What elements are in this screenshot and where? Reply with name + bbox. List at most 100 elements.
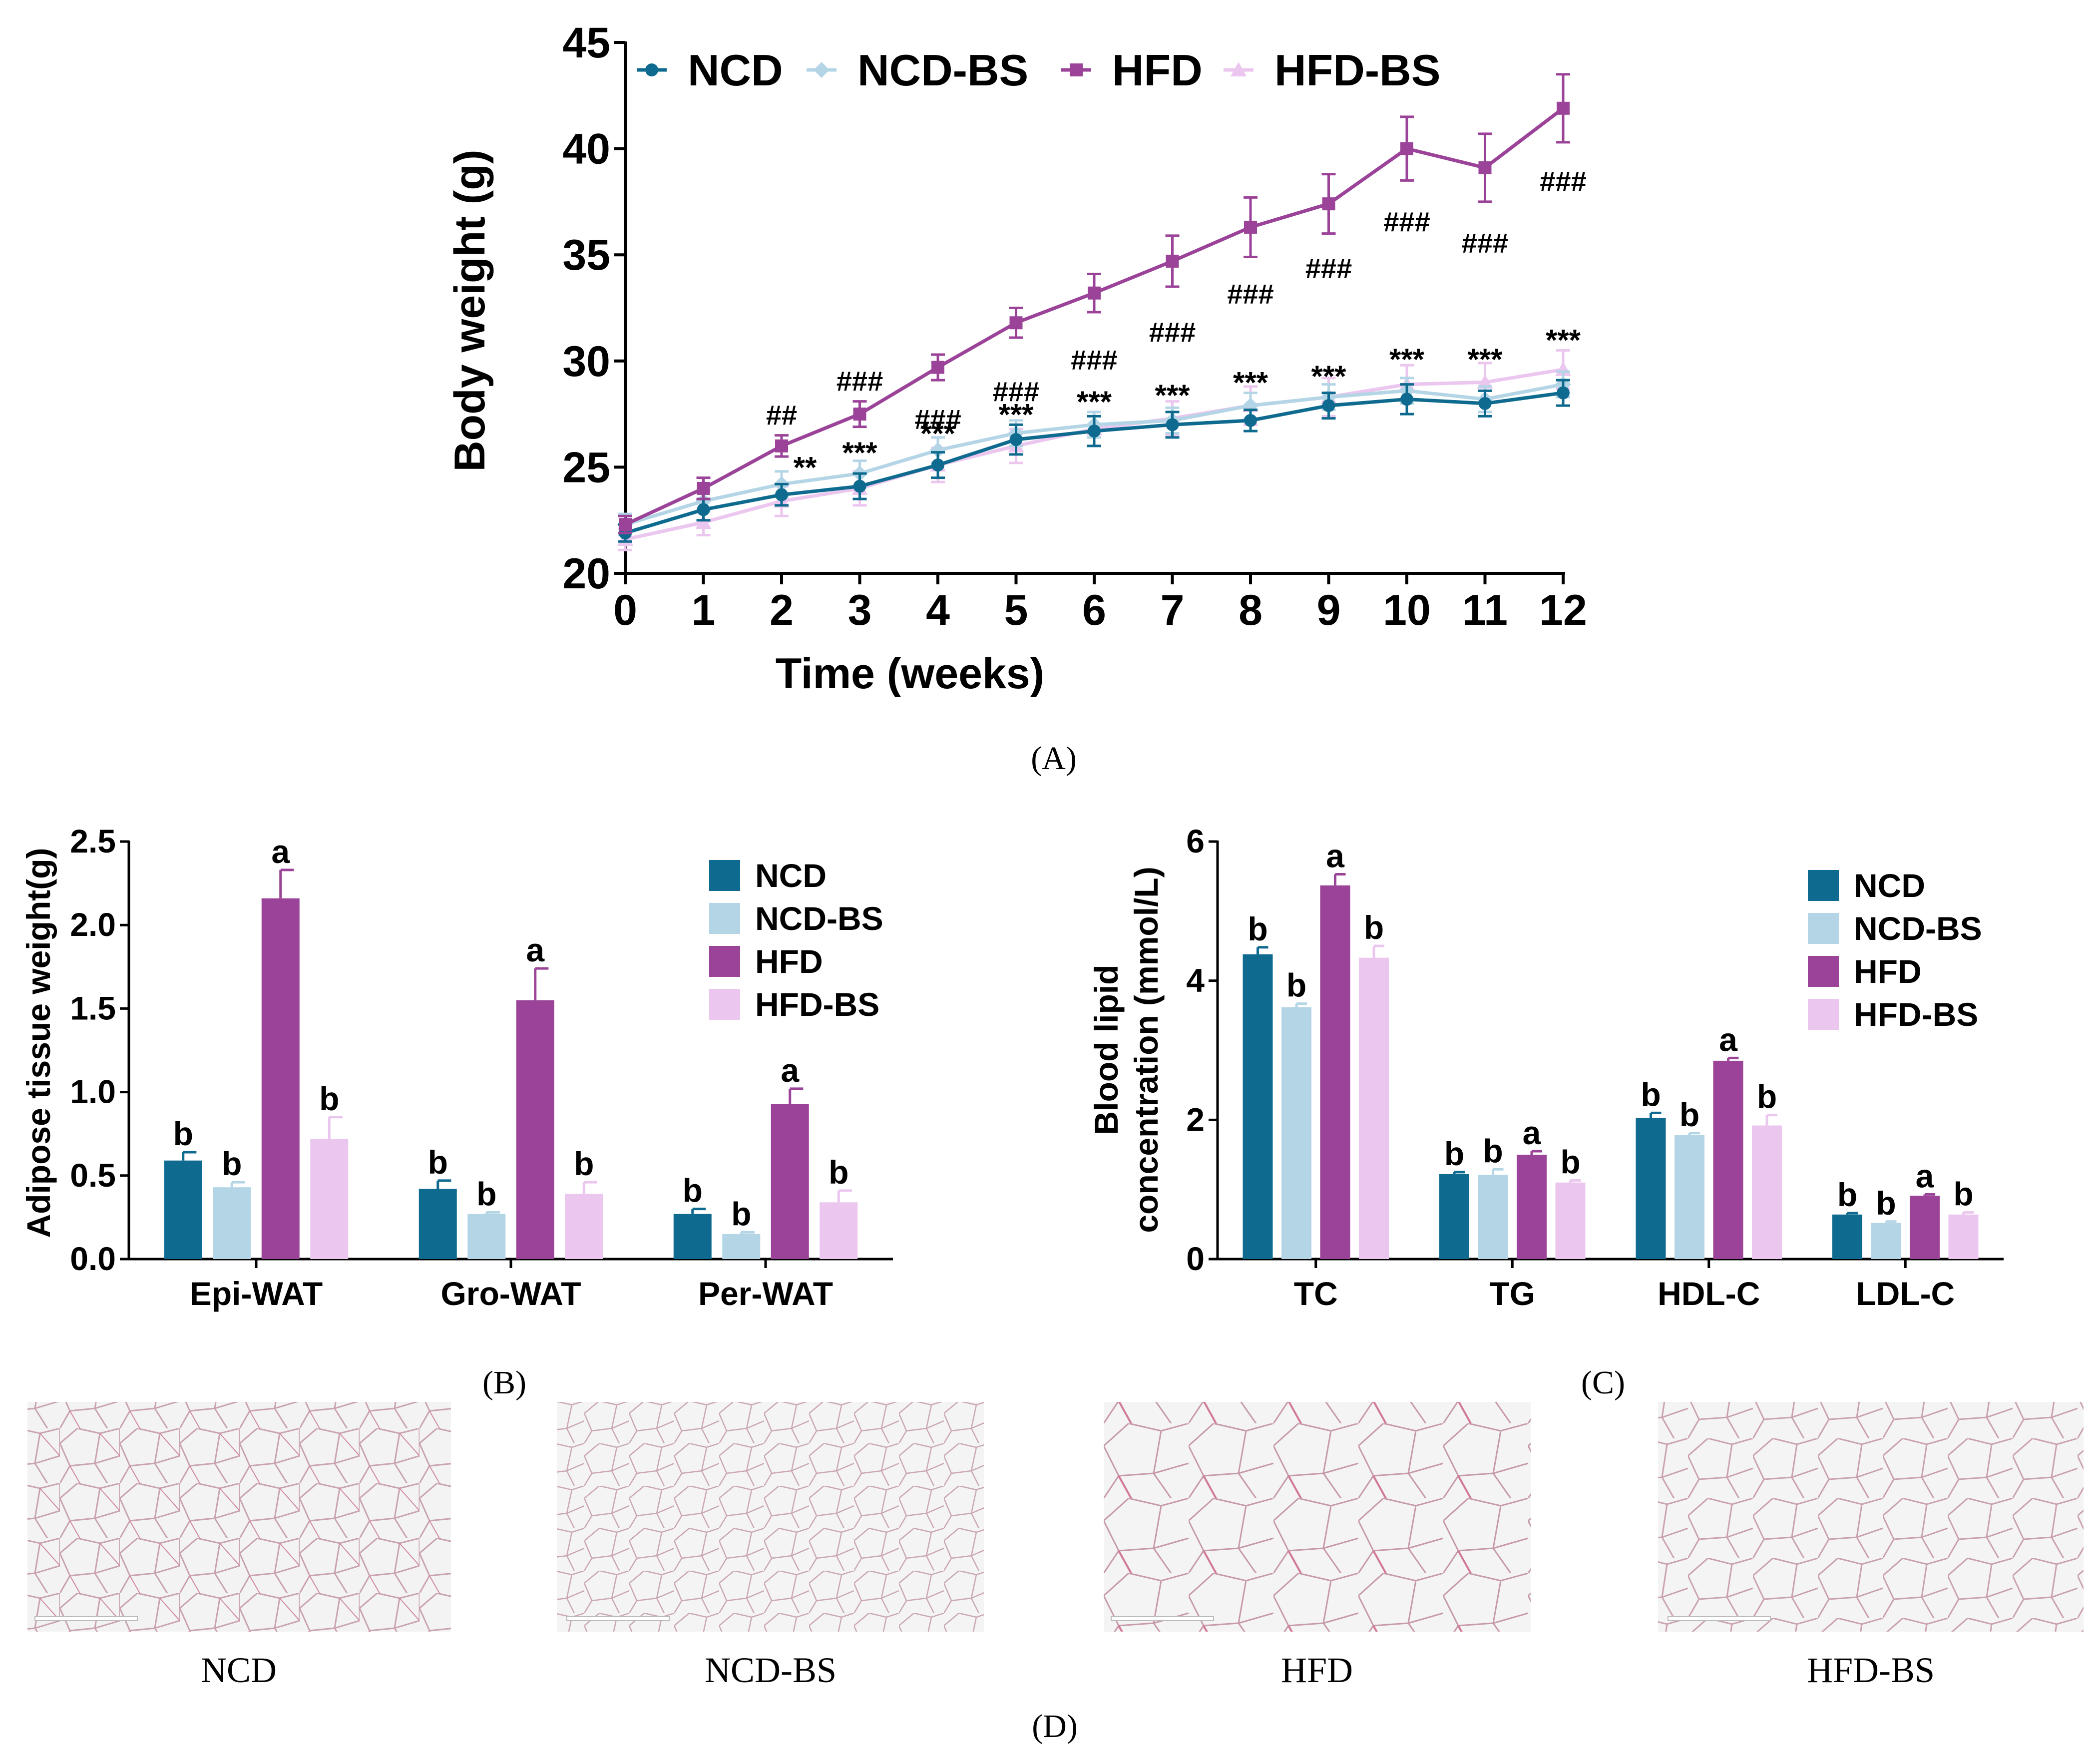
panel-c-caption: (C) — [1581, 1364, 1625, 1401]
legend-swatch-hfd_bs — [1808, 999, 1839, 1030]
significance-letter: b — [1953, 1176, 1973, 1213]
bar-hfd — [516, 1000, 554, 1259]
significance-letter: a — [1719, 1021, 1738, 1058]
panel-a-x-tick-label: 10 — [1383, 586, 1431, 634]
significance-letter: a — [271, 833, 290, 870]
data-point-ncd — [775, 488, 788, 501]
x-tick-label: LDL-C — [1856, 1275, 1955, 1312]
data-point-hfd — [1557, 101, 1570, 115]
hash-annotation: ### — [993, 376, 1039, 408]
significance-letter: b — [173, 1115, 193, 1152]
panel-a-y-tick-label: 45 — [562, 19, 610, 67]
significance-letter: b — [829, 1154, 848, 1191]
bar-hfd_bs — [1359, 957, 1389, 1259]
data-point-hfd — [619, 518, 632, 531]
data-point-hfd — [775, 439, 788, 452]
histology-label-ncd-bs: NCD-BS — [705, 1650, 837, 1690]
panel-a-series — [617, 73, 1571, 551]
y-tick-label: 6 — [1186, 823, 1205, 860]
hash-annotation: ### — [1071, 344, 1117, 376]
star-annotation: *** — [842, 436, 877, 469]
y-tick-label: 0.5 — [70, 1157, 116, 1194]
bar-ncd_bs — [1675, 1135, 1704, 1259]
panel-b-caption: (B) — [482, 1364, 526, 1401]
legend-label-hfd: HFD — [755, 943, 823, 980]
significance-letter: b — [1641, 1076, 1661, 1113]
star-annotation: *** — [1389, 343, 1425, 376]
significance-letter: b — [1483, 1132, 1503, 1169]
data-point-hfd — [1009, 316, 1023, 330]
legend-label-ncd: NCD — [755, 857, 827, 894]
panel-a-y-axis-label: Body weight (g) — [446, 150, 494, 472]
x-tick-label: TG — [1489, 1275, 1535, 1312]
y-tick-label: 1.0 — [70, 1073, 116, 1110]
histology-image-ncd-bs — [557, 1402, 984, 1632]
histology-image-hfd-bs — [1658, 1402, 2084, 1632]
y-tick-label: 0 — [1186, 1240, 1205, 1277]
star-annotation: *** — [998, 398, 1034, 431]
panel-a-x-axis-label: Time (weeks) — [776, 650, 1045, 698]
data-point-ncd — [1322, 399, 1335, 413]
star-annotation: *** — [1546, 324, 1581, 357]
significance-letter: b — [1757, 1078, 1777, 1115]
panel-a-x-tick-label: 2 — [770, 586, 794, 634]
panel-c-y-axis-label-line2: concentration (mmol/L) — [1128, 867, 1165, 1233]
panel-a-x-tick-label: 4 — [926, 586, 950, 634]
significance-letter: b — [574, 1145, 594, 1182]
scale-bar-hfd — [1111, 1616, 1214, 1621]
legend-label-hfd_bs: HFD-BS — [755, 986, 879, 1023]
bar-hfd — [771, 1104, 809, 1259]
x-tick-label: TC — [1294, 1275, 1338, 1312]
data-point-ncd — [1166, 418, 1179, 432]
panel-a-y-tick-label: 20 — [562, 550, 610, 598]
panel-b-axes: 0.0 0.5 1.0 1.5 2.0 2.5 Epi-WAT Gro-WAT Per-WAT — [70, 823, 893, 1312]
data-point-ncd — [931, 458, 944, 472]
data-point-hfd — [1400, 142, 1413, 155]
significance-letter: a — [1523, 1114, 1542, 1151]
data-point-ncd — [1088, 425, 1101, 438]
data-point-ncd — [1478, 397, 1492, 410]
data-point-ncd — [1244, 414, 1257, 427]
bar-hfd — [261, 898, 300, 1259]
panel-a-x-tick-label: 8 — [1239, 586, 1262, 634]
panel-a-x-tick-label: 0 — [613, 586, 637, 634]
data-point-hfd — [1244, 220, 1257, 234]
significance-letter: a — [1326, 837, 1345, 874]
panel-b-y-axis-label: Adipose tissue weight(g) — [20, 848, 57, 1238]
legend-label-ncd_bs: NCD-BS — [1854, 910, 1982, 947]
legend-swatch-ncd_bs — [1808, 913, 1839, 944]
hash-annotation: ### — [1540, 166, 1586, 197]
legend-label-hfd_bs: HFD-BS — [1274, 45, 1440, 95]
panel-a-x-tick-label: 12 — [1539, 586, 1587, 634]
panel-a-caption: (A) — [1031, 740, 1077, 777]
hash-annotation: ### — [837, 365, 883, 397]
data-point-hfd — [1478, 161, 1492, 174]
star-annotation: *** — [1077, 385, 1112, 419]
legend-marker-hfd — [1070, 63, 1083, 76]
data-point-hfd — [853, 408, 866, 421]
panel-a-x-tick-label: 7 — [1161, 586, 1185, 634]
histology-panel: NCD NCD-BS HFD HFD-BS (D) — [27, 1402, 2084, 1745]
hash-annotation: ### — [1305, 253, 1352, 284]
significance-letter: a — [1916, 1157, 1935, 1194]
y-tick-label: 2.0 — [70, 906, 116, 943]
star-annotation: *** — [920, 417, 956, 450]
bar-ncd_bs — [467, 1214, 506, 1259]
legend-label-ncd_bs: NCD-BS — [755, 900, 883, 937]
significance-letter: b — [1680, 1096, 1699, 1133]
significance-letter: b — [683, 1172, 703, 1209]
bar-ncd_bs — [1281, 1007, 1311, 1259]
significance-letter: b — [1837, 1176, 1857, 1213]
hash-annotation: ### — [1383, 206, 1430, 237]
x-tick-label: Per-WAT — [698, 1275, 833, 1312]
legend-label-ncd: NCD — [1854, 867, 1925, 904]
legend-marker-ncd_bs — [814, 62, 830, 78]
bar-hfd_bs — [1555, 1182, 1586, 1259]
legend-swatch-ncd — [1808, 870, 1839, 901]
legend-label-hfd_bs: HFD-BS — [1854, 996, 1978, 1033]
bar-hfd_bs — [1948, 1214, 1979, 1259]
scale-bar-ncd-bs — [566, 1616, 670, 1621]
y-tick-label: 1.5 — [70, 989, 116, 1026]
significance-letter: b — [1444, 1135, 1464, 1172]
